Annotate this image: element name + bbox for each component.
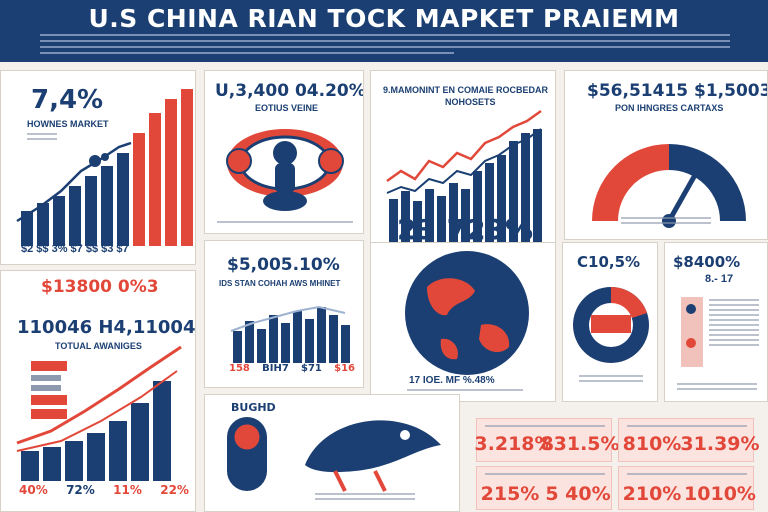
bird-panel: BUGHD (204, 394, 460, 512)
mid-left-footer-value: 11% (113, 483, 142, 497)
stat-tile-value: 3.218% (474, 433, 554, 455)
line-navy-series (386, 128, 542, 194)
line-chart-panel: 9.MAMONINT EN COMAIE ROCBEDAR NOHOSETS 2… (370, 70, 556, 265)
bars2-line (230, 305, 346, 332)
mid-left-trend-2 (16, 370, 178, 452)
gauge-big-value: $56,51415 $1,5003 (587, 81, 768, 101)
stat-tile-value: 810% (622, 433, 682, 455)
line-chart-title: 9.MAMONINT EN COMAIE ROCBEDAR (383, 85, 549, 95)
bull-label: EOTIUS VEINE (255, 103, 319, 113)
stat-tile-caption (485, 473, 605, 478)
bars2-footer-value: $16 (334, 363, 355, 374)
globe-caption: 17 IOE. MF %.48% (409, 375, 495, 386)
receipt-panel: $8400% 8.- 17 (664, 242, 768, 402)
receipt-illustration (681, 297, 703, 367)
stat-tile-value: 1010% (684, 483, 756, 505)
globe-caption-lines (407, 389, 523, 394)
stats-tiles-grid: 3.218% 831.5% 810% 31.39% 215% 5 40% 210… (468, 412, 768, 512)
receipt-sub: 8.- 17 (705, 273, 734, 285)
gauge-label: PON IHNGRES CARTAXS (615, 103, 724, 113)
mid-left-big-value: 110046 H4,11004 (17, 317, 196, 338)
mid-left-bars (21, 381, 171, 481)
bars2-chart (230, 305, 350, 363)
housing-footer: $2 $$ 3% $7 $$ $3 $7 (21, 243, 129, 255)
pie-chart (573, 287, 649, 363)
housing-bar-chart (16, 89, 193, 246)
line-chart-big-value-text: 23,723% (397, 213, 534, 246)
mid-left-value: $13800 0%3 (41, 277, 159, 297)
mid-left-trend (16, 345, 182, 445)
receipt-lines (709, 299, 759, 349)
stat-tile-value: 31.39% (680, 433, 760, 455)
bars2-bars (233, 307, 350, 363)
housing-scribble (89, 153, 109, 167)
page-title: U.S CHINA RIAN TOCK MAPKET PRAIEMM (88, 4, 680, 33)
globe-illustration (405, 251, 529, 375)
gauge-caption (621, 217, 711, 227)
mid-left-footer-value: 72% (66, 483, 95, 497)
bars2-footer: 158 BIH7 $71 $16 (229, 363, 355, 374)
receipt-caption (677, 383, 757, 393)
stat-tile-value: 831.5% (540, 433, 620, 455)
line-chart-big-value: 23,723% (397, 213, 533, 246)
bars2-label: IDS STAN COHAH AWS MHINET (219, 279, 341, 288)
bull-panel: U,3,400 04.20% EOTIUS VEINE (204, 70, 364, 234)
gauge-panel: $56,51415 $1,5003 PON IHNGRES CARTAXS (564, 70, 768, 240)
bull-big-value: U,3,400 04.20% (215, 81, 364, 101)
bars2-footer-value: BIH7 (262, 363, 289, 374)
line-bar-chart (386, 109, 542, 244)
pie-big-value: C10,5% (577, 253, 641, 271)
housing-market-panel: 7,4% HOWNES MARKET $2 $$ 3% $7 $$ $3 $7 (0, 70, 196, 265)
stan-bars-panel: $5,005.10% IDS STAN COHAH AWS MHINET 158… (204, 240, 364, 388)
stat-tile-caption (627, 425, 747, 430)
bird-label: BUGHD (231, 401, 276, 414)
gauge-chart (592, 144, 746, 228)
stat-tile-caption (627, 473, 747, 478)
subtitle-text-block (40, 34, 730, 56)
header-banner: U.S CHINA RIAN TOCK MAPKET PRAIEMM (0, 0, 768, 62)
stat-tile: 810% 31.39% (618, 418, 760, 462)
bird-illustration (227, 417, 441, 492)
stat-tile-value: 5 40% (545, 483, 611, 505)
mid-left-legend (31, 361, 67, 419)
mid-left-footer: 40% 72% 11% 22% (19, 483, 189, 497)
pie-caption (579, 375, 643, 385)
stat-tile: 210% 1010% (618, 466, 756, 510)
mid-left-footer-value: 40% (19, 483, 48, 497)
bars2-footer-value: $71 (301, 363, 322, 374)
housing-bars (21, 89, 193, 246)
bird-caption (315, 493, 415, 503)
bars2-big-value: $5,005.10% (227, 255, 340, 275)
housing-label: HOWNES MARKET (27, 119, 109, 129)
total-averages-panel: $13800 0%3 110046 H4,11004 TOTUAL AWANIG… (0, 270, 196, 512)
globe-panel: 17 IOE. MF %.48% (370, 242, 556, 402)
stat-tile: 3.218% 831.5% (474, 418, 620, 462)
stat-tile-value: 210% (622, 483, 682, 505)
line-red-series (386, 109, 542, 183)
mid-left-chart (16, 345, 182, 481)
housing-notes (27, 133, 57, 143)
stat-tile-caption (485, 425, 605, 430)
housing-big-value: 7,4% (31, 85, 104, 115)
bars2-footer-value: 158 (229, 363, 250, 374)
bull-caption (217, 221, 353, 226)
bull-illustration (226, 129, 344, 211)
line-chart-subtitle: NOHOSETS (445, 97, 496, 107)
receipt-big-value: $8400% (673, 253, 741, 271)
housing-trend-line (16, 141, 132, 223)
pie-panel: C10,5% (562, 242, 658, 402)
stat-tile-value: 215% (480, 483, 540, 505)
stat-tile: 215% 5 40% (476, 466, 612, 510)
mid-left-label: TOTUAL AWANIGES (55, 341, 142, 351)
line-chart-bars (389, 129, 542, 244)
mid-left-footer-value: 22% (160, 483, 189, 497)
